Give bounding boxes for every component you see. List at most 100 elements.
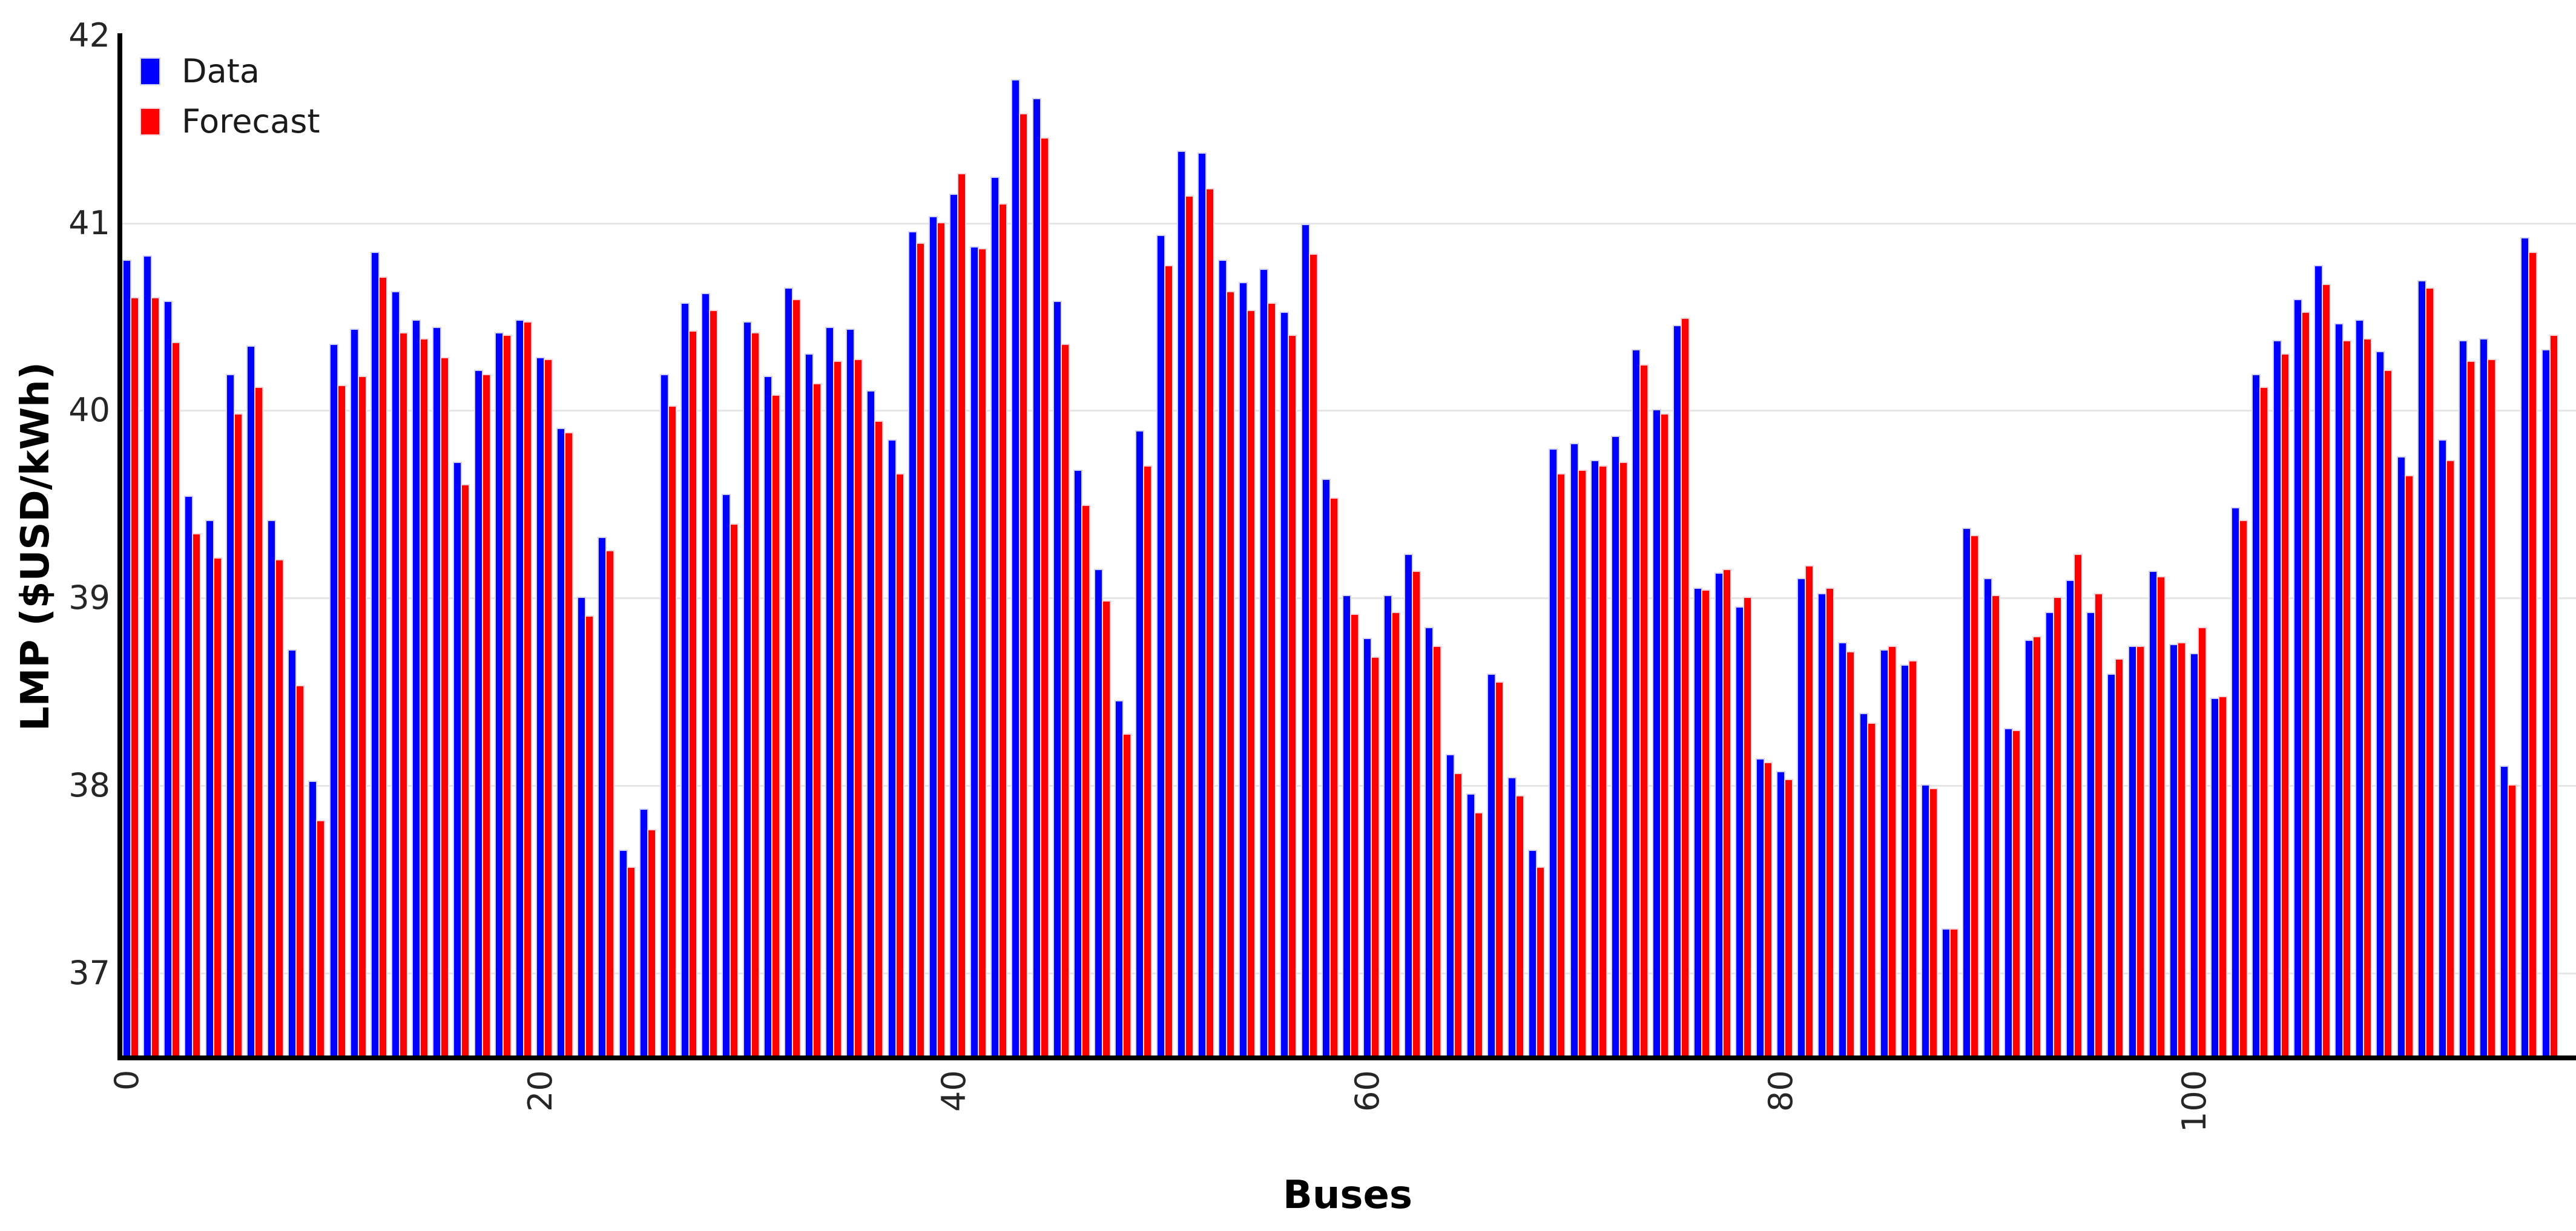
data-bar — [2253, 375, 2260, 1057]
data-bar — [2273, 341, 2281, 1057]
forecast-bar — [2033, 637, 2040, 1057]
data-bar — [433, 328, 441, 1057]
data-bar — [2129, 646, 2136, 1057]
data-bar — [392, 292, 399, 1057]
data-bar — [226, 375, 234, 1057]
data-bar — [1591, 461, 1598, 1057]
data-bar — [2294, 300, 2301, 1057]
forecast-bar — [1537, 868, 1544, 1057]
data-bar — [971, 247, 978, 1057]
data-bar — [2522, 238, 2529, 1057]
forecast-bar — [2095, 594, 2103, 1057]
forecast-bar — [1185, 197, 1193, 1057]
data-bar — [847, 330, 854, 1057]
x-tick-label-40: 40 — [935, 1070, 973, 1112]
data-bar — [2108, 675, 2115, 1057]
forecast-bar — [1847, 652, 1854, 1057]
data-bar — [1819, 594, 1826, 1057]
forecast-bar — [1888, 646, 1896, 1057]
data-bar — [1612, 436, 1619, 1057]
forecast-bar — [276, 560, 283, 1057]
gridline-40 — [120, 410, 2576, 412]
data-bar — [1385, 596, 1392, 1057]
forecast-bar — [1475, 813, 1482, 1057]
data-bar — [2170, 645, 2177, 1057]
data-bar — [805, 354, 812, 1057]
data-bar — [1178, 152, 1185, 1057]
data-bar — [2232, 508, 2239, 1057]
data-bar — [929, 217, 937, 1057]
forecast-bar — [1971, 536, 1978, 1057]
x-tick-label-20: 20 — [521, 1070, 559, 1112]
data-bar — [413, 320, 420, 1057]
forecast-bar — [2467, 361, 2474, 1057]
y-tick-label-41: 41 — [68, 203, 110, 242]
data-bar — [1674, 326, 1681, 1057]
forecast-bar — [648, 830, 655, 1057]
data-bar — [1033, 99, 1040, 1057]
forecast-bar — [1827, 588, 1834, 1057]
forecast-bar — [2012, 731, 2020, 1057]
forecast-bar — [565, 433, 573, 1057]
data-bar — [1219, 260, 1226, 1057]
data-bar — [1984, 579, 1991, 1057]
forecast-bar — [2322, 284, 2330, 1057]
data-bar — [537, 358, 544, 1057]
data-bar — [1529, 851, 1537, 1057]
data-bar — [1364, 639, 1371, 1057]
data-bar — [1570, 444, 1578, 1057]
forecast-bar — [627, 868, 634, 1057]
data-bar — [743, 322, 751, 1057]
forecast-bar — [379, 277, 386, 1057]
forecast-bar — [1992, 596, 1999, 1057]
forecast-bar — [772, 395, 779, 1057]
data-bar — [124, 260, 130, 1057]
forecast-bar — [503, 335, 510, 1057]
data-bar — [1074, 470, 1081, 1057]
data-bar — [1839, 643, 1846, 1057]
data-bar — [144, 257, 151, 1057]
forecast-bar — [1372, 658, 1379, 1057]
forecast-bar — [152, 298, 159, 1057]
forecast-bar — [1723, 570, 1730, 1057]
forecast-bar — [2281, 354, 2288, 1057]
forecast-bar — [1578, 470, 1586, 1057]
forecast-bar — [2219, 697, 2227, 1057]
forecast-bar — [358, 376, 366, 1057]
forecast-bar — [1103, 602, 1110, 1057]
data-bar — [1715, 573, 1722, 1057]
data-bar — [289, 650, 296, 1057]
data-bar — [764, 376, 771, 1057]
forecast-bar — [1558, 474, 1565, 1057]
forecast-bar — [421, 339, 428, 1057]
data-bar — [2046, 612, 2053, 1057]
forecast-bar — [2344, 341, 2351, 1057]
forecast-bar — [917, 243, 924, 1057]
forecast-bar — [834, 361, 842, 1057]
data-series-swatch — [141, 59, 159, 84]
data-bar — [2501, 766, 2508, 1057]
forecast-bar — [317, 821, 324, 1057]
data-bar — [2067, 581, 2074, 1057]
forecast-bar — [1619, 463, 1627, 1057]
forecast-bar — [668, 407, 676, 1057]
forecast-bar — [1744, 598, 1751, 1057]
data-bar — [351, 330, 358, 1057]
forecast-bar — [524, 322, 531, 1057]
forecast-bar — [2054, 598, 2061, 1057]
forecast-bar — [2116, 660, 2123, 1057]
data-bar — [330, 345, 337, 1057]
data-bar — [371, 253, 378, 1057]
data-bar — [309, 781, 317, 1057]
data-bar — [2418, 281, 2425, 1057]
data-bar — [2025, 641, 2032, 1057]
data-bar — [888, 441, 895, 1057]
data-bar — [2459, 341, 2466, 1057]
forecast-bar — [1124, 735, 1131, 1057]
data-bar — [2480, 339, 2488, 1057]
data-bar — [2397, 457, 2405, 1057]
data-bar — [992, 178, 999, 1057]
forecast-bar — [1495, 682, 1503, 1057]
data-bar — [1632, 350, 1639, 1057]
